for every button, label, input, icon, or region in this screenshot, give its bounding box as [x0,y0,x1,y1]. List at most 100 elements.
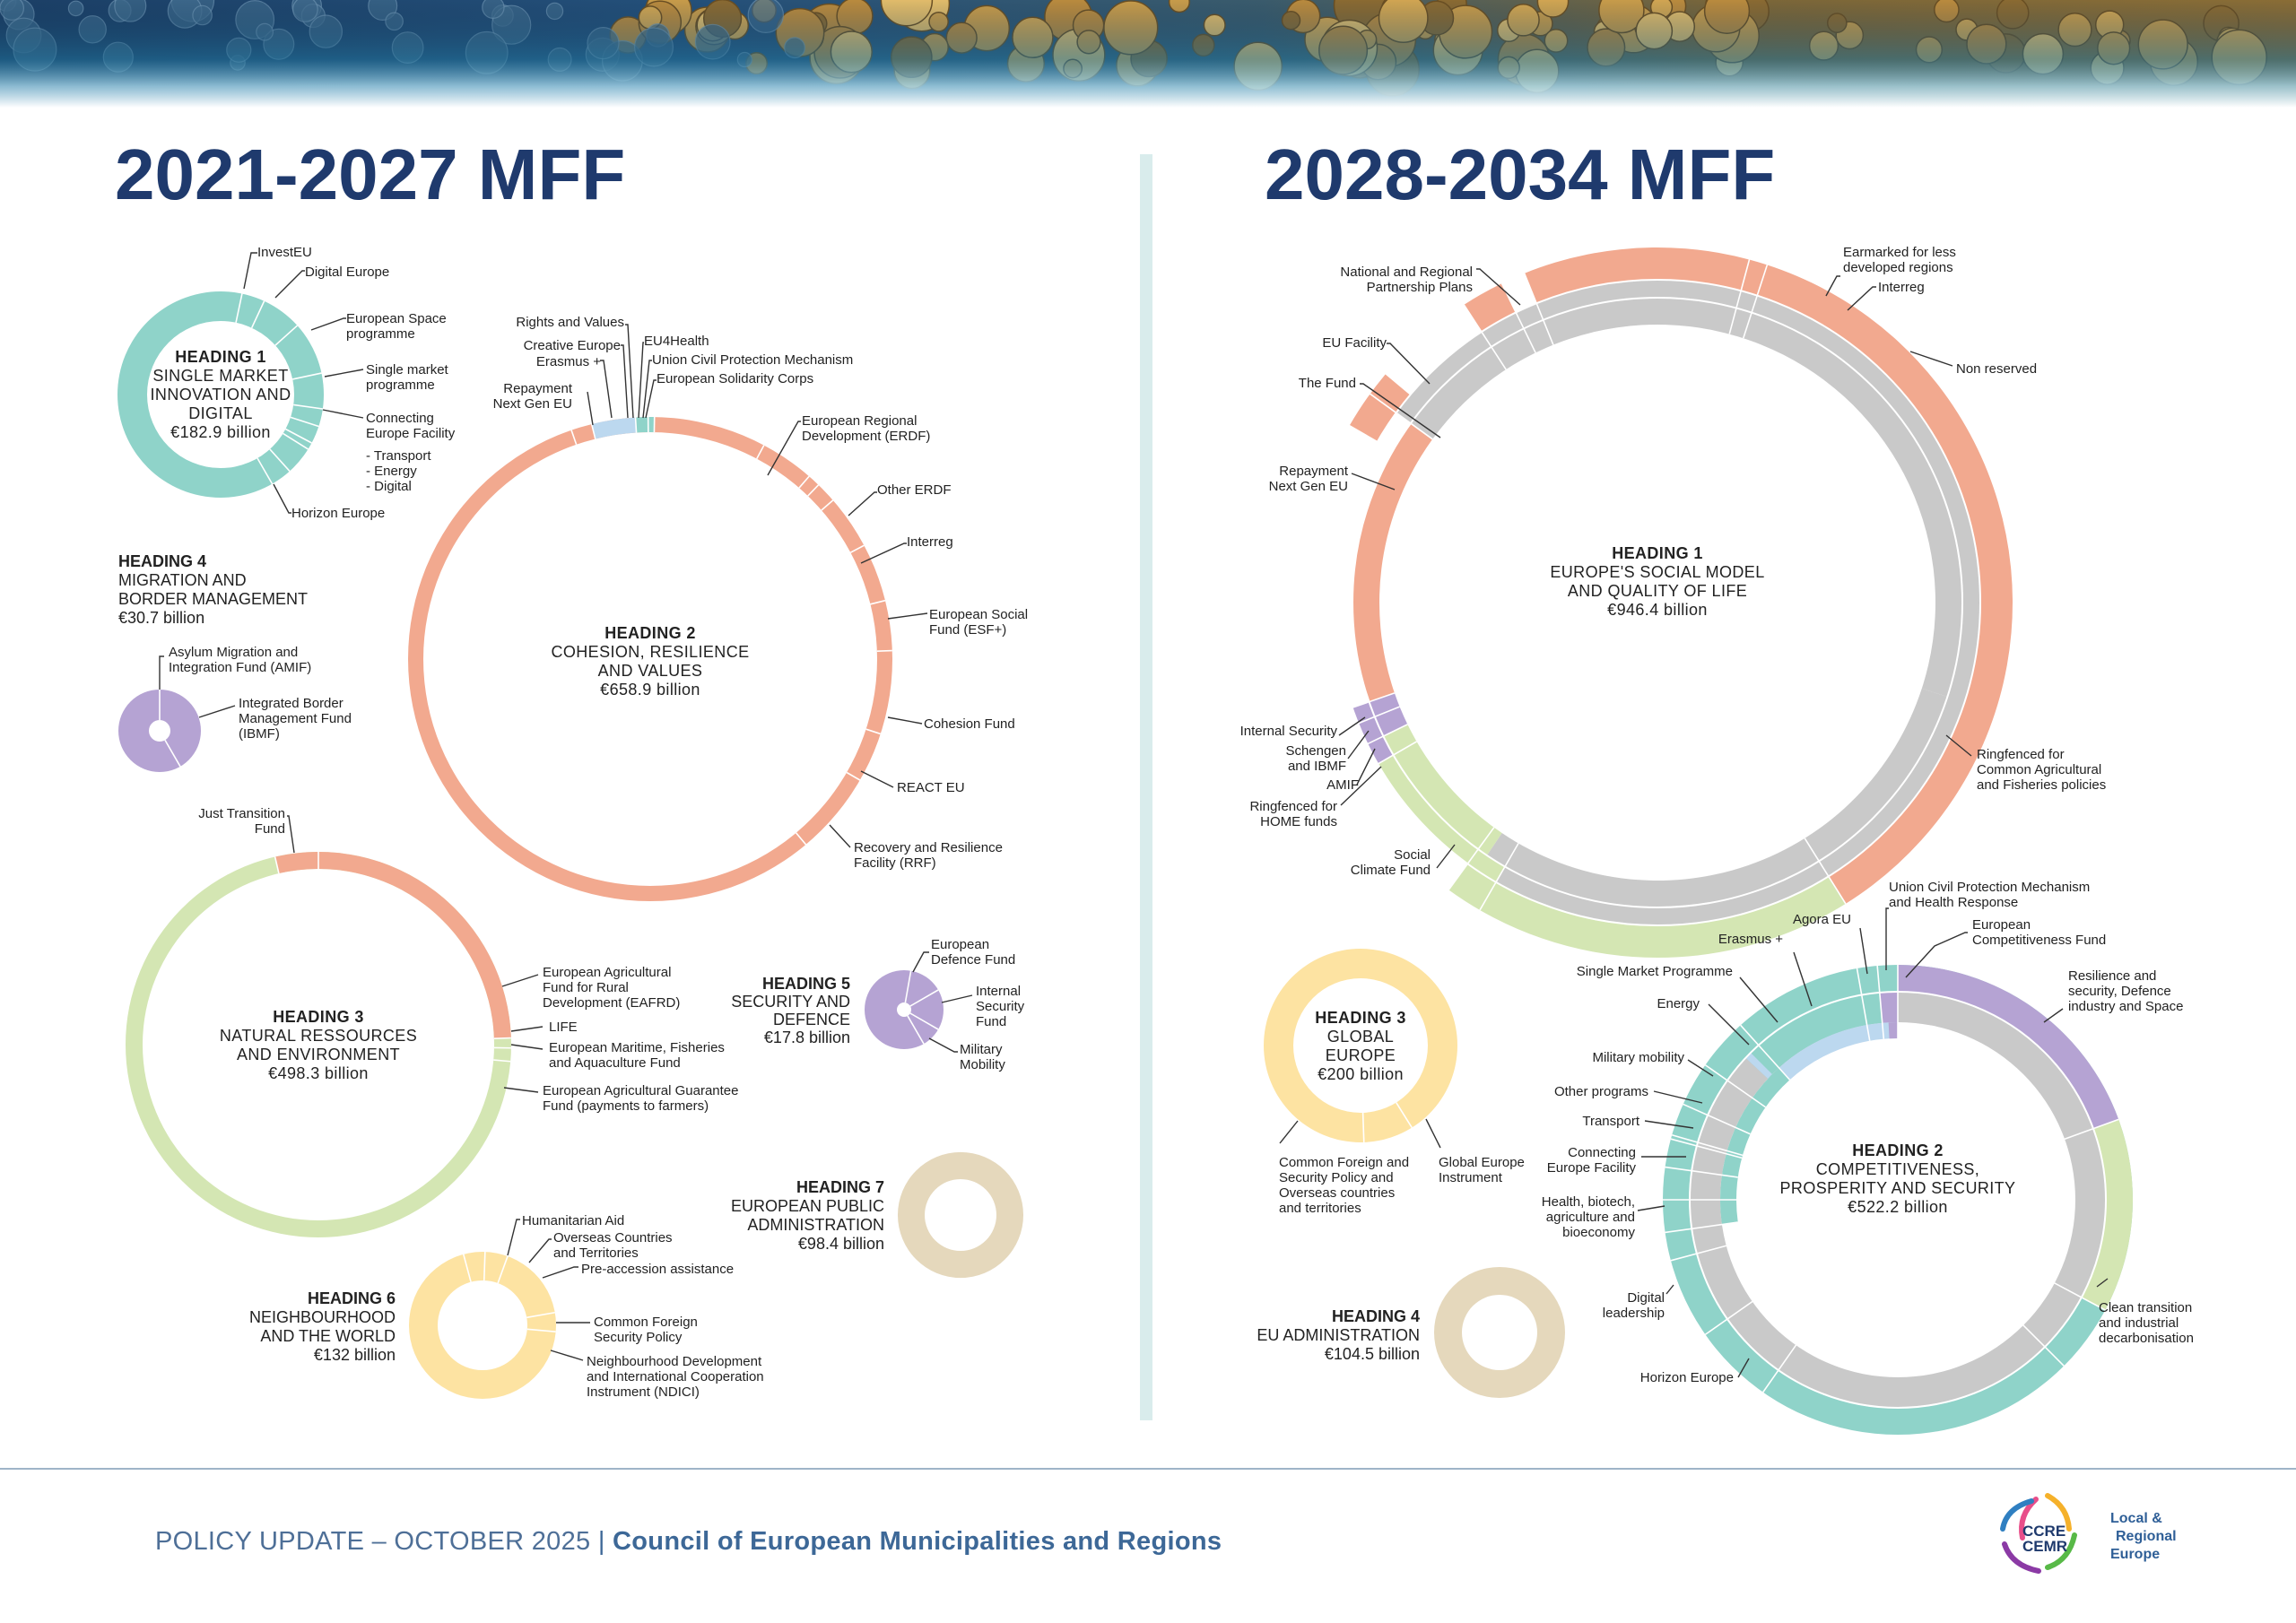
label-european-defence-fund: European Defence Fund [931,937,1015,968]
leader-digital-europe [274,270,305,299]
leader-eagf [503,1087,539,1093]
ring-separator [1523,273,1554,345]
n2-ucpm-inner-arc [1888,1022,1898,1039]
label-erasmus-2028: Erasmus + [1718,932,1783,947]
label-digital-europe: Digital Europe [305,265,389,280]
h3-2021-heading-desc: AND ENVIRONMENT [237,1046,400,1063]
n2-2028-heading-name: HEADING 2 [1852,1141,1944,1159]
leader-edf [912,951,929,973]
leader-ipa [542,1266,578,1279]
label-emfaf: European Maritime, Fisheries and Aquacult… [549,1040,725,1071]
ring-separator [274,325,298,346]
leader-global-europe [1425,1118,1441,1149]
label-humanitarian-aid: Humanitarian Aid [522,1213,624,1228]
footer-rule [0,1468,2296,1470]
label-cfsp-2021: Common Foreign Security Policy [594,1315,698,1345]
label-resilience-defence: Resilience and security, Defence industry … [2068,968,2183,1014]
leader-single-market [324,369,364,378]
logo-tag-3: Europe [2110,1547,2160,1562]
n4-2028-heading-name: HEADING 4 [1332,1307,1420,1325]
ring-separator [1728,259,1751,334]
h6-2021-heading-desc: AND THE WORLD [260,1327,396,1345]
label-agora-eu: Agora EU [1793,912,1851,927]
label-ucpm-2021: Union Civil Protection Mechanism [652,352,853,368]
h2-2021-heading-desc: COHESION, RESILIENCE [551,643,749,661]
n3-2028-heading-desc: EUROPE [1326,1046,1396,1064]
column-divider [1140,154,1152,1420]
h1-2021-heading-desc: INNOVATION AND [151,386,291,404]
label-react-eu: REACT EU [897,780,965,795]
leader-eu4health [638,342,644,419]
leader-health-biotech [1637,1205,1665,1211]
leader-investeu [243,252,257,290]
label-interreg-2021: Interreg [907,534,953,550]
leader-horizon-2028 [1737,1358,1750,1378]
label-cap-ringfence: Ringfenced for Common Agricultural and Fis… [1977,747,2106,793]
leader-interreg-2028 [1847,286,1876,311]
n1-band-separator [1334,279,1981,926]
h6-2021-ring [409,1252,556,1399]
leader-humanitarian [507,1219,520,1256]
ring-separator [497,1255,509,1284]
leader-smp [1739,976,1779,1023]
ring-separator [1671,1134,1744,1157]
ring-separator [257,457,274,484]
n4-2028-heading-total: €104.5 billion [1325,1345,1420,1363]
ring-separator [1349,741,1417,781]
h2-2021-heading-name: HEADING 2 [604,624,696,642]
label-eu4health: EU4Health [644,334,709,349]
ring-separator [526,1311,555,1319]
ring-separator [1670,1138,1743,1159]
ring-separator [807,484,820,497]
leader-milmob-2021 [928,1037,958,1053]
label-energy: Energy [1657,996,1700,1011]
leader-eu-facility [1387,343,1431,385]
ring-separator [907,1015,925,1045]
ring-separator [850,544,865,553]
title-2021-2027: 2021-2027 MFF [115,135,625,214]
ring-separator [483,1252,486,1281]
h2-2021-heading-desc: AND VALUES [598,662,703,680]
ring-separator [235,293,243,323]
h6-2021-heading-name: HEADING 6 [308,1289,396,1307]
h5-2021-ring [865,970,944,1049]
ring-separator [250,300,265,329]
label-military-mobility-2028: Military mobility [1592,1050,1684,1065]
label-social-climate-fund: Social Climate Fund [1351,847,1431,878]
h1-2021-heading-desc: DIGITAL [188,404,252,422]
ring-separator [870,599,886,605]
label-non-reserved: Non reserved [1956,361,2037,377]
label-ndici: Neighbourhood Development and Internation… [587,1354,764,1400]
ring-separator [798,475,810,489]
leader-interreg-2021 [860,542,907,564]
ring-separator [2048,1118,2119,1146]
label-solidarity-corps: European Solidarity Corps [657,371,813,386]
n1-2028-heading-desc: EUROPE'S SOCIAL MODEL [1550,563,1764,581]
leader-other-programs [1653,1090,1703,1104]
label-european-space-programme: European Space programme [346,311,447,342]
n3-2028-heading-desc: GLOBAL [1327,1028,1394,1046]
label-health-biotech: Health, biotech, agriculture and bioeconom… [1542,1194,1636,1240]
leader-erasmus-2021 [600,360,613,419]
n1-inner-grey-2-arc [1486,688,1948,908]
ring-separator [846,771,861,781]
ring-separator [290,416,319,428]
n1-agri-ringfence-outer-arc [1448,864,1846,958]
label-pre-accession: Pre-accession assistance [581,1262,734,1277]
leader-erdf [767,421,801,476]
label-internal-security-fund-2021: Internal Security Fund [976,984,1025,1029]
ring-separator [292,372,322,380]
label-cohesion-fund: Cohesion Fund [924,716,1015,732]
label-european-competitiveness-fund: European Competitiveness Fund [1972,917,2106,948]
ring-separator [1327,706,1400,737]
leader-transport [1644,1120,1694,1129]
ring-separator [283,432,309,450]
label-other-programs: Other programs [1554,1084,1648,1099]
label-horizon-europe-2021: Horizon Europe [291,506,385,521]
leader-life [510,1026,544,1032]
n3-2028-heading-total: €200 billion [1318,1065,1404,1083]
